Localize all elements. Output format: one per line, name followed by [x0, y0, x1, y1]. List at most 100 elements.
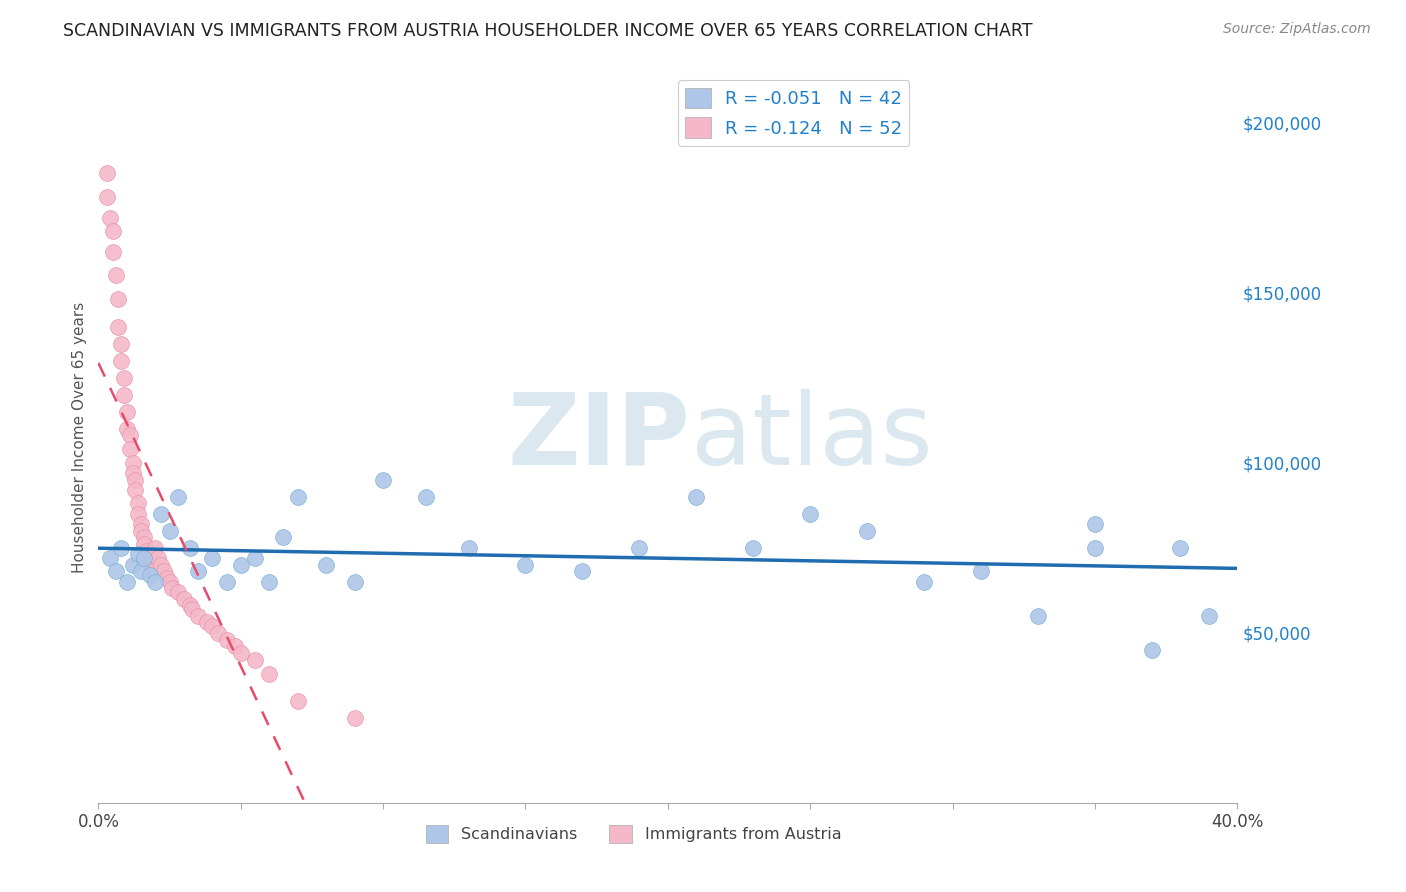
- Point: [1026, 608, 1049, 623]
- Point: [127, 507, 149, 521]
- Point: [167, 490, 190, 504]
- Point: [124, 483, 146, 497]
- Point: [118, 442, 141, 456]
- Point: [162, 582, 184, 596]
- Point: [112, 387, 135, 401]
- Point: [101, 244, 124, 259]
- Point: [195, 615, 218, 630]
- Point: [121, 558, 143, 572]
- Point: [118, 428, 141, 442]
- Point: [156, 571, 179, 585]
- Point: [1140, 642, 1163, 657]
- Point: [153, 565, 176, 579]
- Point: [343, 711, 366, 725]
- Point: [138, 550, 160, 565]
- Point: [1084, 541, 1107, 555]
- Point: [179, 541, 201, 555]
- Point: [1084, 516, 1107, 531]
- Point: [515, 558, 537, 572]
- Point: [115, 404, 138, 418]
- Point: [107, 293, 129, 307]
- Point: [127, 496, 149, 510]
- Point: [1170, 541, 1192, 555]
- Point: [124, 473, 146, 487]
- Text: SCANDINAVIAN VS IMMIGRANTS FROM AUSTRIA HOUSEHOLDER INCOME OVER 65 YEARS CORRELA: SCANDINAVIAN VS IMMIGRANTS FROM AUSTRIA …: [63, 22, 1033, 40]
- Point: [181, 602, 204, 616]
- Point: [201, 619, 224, 633]
- Point: [287, 490, 309, 504]
- Point: [315, 558, 337, 572]
- Text: atlas: atlas: [690, 389, 932, 485]
- Point: [224, 640, 246, 654]
- Point: [145, 574, 167, 589]
- Text: ZIP: ZIP: [508, 389, 690, 485]
- Point: [159, 574, 181, 589]
- Point: [243, 550, 266, 565]
- Point: [96, 166, 118, 180]
- Point: [187, 565, 209, 579]
- Point: [167, 585, 190, 599]
- Point: [187, 608, 209, 623]
- Point: [132, 531, 155, 545]
- Point: [135, 544, 157, 558]
- Point: [145, 541, 167, 555]
- Point: [343, 574, 366, 589]
- Point: [970, 565, 993, 579]
- Text: Source: ZipAtlas.com: Source: ZipAtlas.com: [1223, 22, 1371, 37]
- Point: [115, 574, 138, 589]
- Point: [110, 336, 132, 351]
- Point: [457, 541, 479, 555]
- Point: [96, 190, 118, 204]
- Point: [287, 694, 309, 708]
- Point: [129, 524, 152, 538]
- Point: [799, 507, 821, 521]
- Point: [229, 558, 252, 572]
- Point: [104, 268, 127, 283]
- Y-axis label: Householder Income Over 65 years: Householder Income Over 65 years: [72, 301, 87, 573]
- Point: [121, 456, 143, 470]
- Point: [856, 524, 879, 538]
- Point: [1198, 608, 1220, 623]
- Point: [173, 591, 195, 606]
- Point: [742, 541, 765, 555]
- Point: [98, 550, 121, 565]
- Point: [159, 524, 181, 538]
- Point: [201, 550, 224, 565]
- Point: [229, 646, 252, 660]
- Point: [132, 537, 155, 551]
- Point: [129, 516, 152, 531]
- Point: [207, 625, 229, 640]
- Point: [179, 599, 201, 613]
- Point: [628, 541, 651, 555]
- Point: [115, 421, 138, 435]
- Point: [110, 353, 132, 368]
- Legend: Scandinavians, Immigrants from Austria: Scandinavians, Immigrants from Austria: [420, 819, 848, 850]
- Point: [150, 558, 173, 572]
- Point: [138, 558, 160, 572]
- Point: [259, 574, 281, 589]
- Point: [373, 473, 395, 487]
- Point: [132, 550, 155, 565]
- Point: [259, 666, 281, 681]
- Point: [98, 211, 121, 225]
- Point: [215, 574, 238, 589]
- Point: [129, 565, 152, 579]
- Point: [107, 319, 129, 334]
- Point: [110, 541, 132, 555]
- Point: [415, 490, 437, 504]
- Point: [571, 565, 593, 579]
- Point: [273, 531, 295, 545]
- Point: [101, 224, 124, 238]
- Point: [912, 574, 935, 589]
- Point: [138, 567, 160, 582]
- Point: [215, 632, 238, 647]
- Point: [112, 370, 135, 384]
- Point: [243, 653, 266, 667]
- Point: [127, 548, 149, 562]
- Point: [148, 550, 170, 565]
- Point: [150, 507, 173, 521]
- Point: [104, 565, 127, 579]
- Point: [685, 490, 707, 504]
- Point: [121, 466, 143, 480]
- Point: [141, 565, 163, 579]
